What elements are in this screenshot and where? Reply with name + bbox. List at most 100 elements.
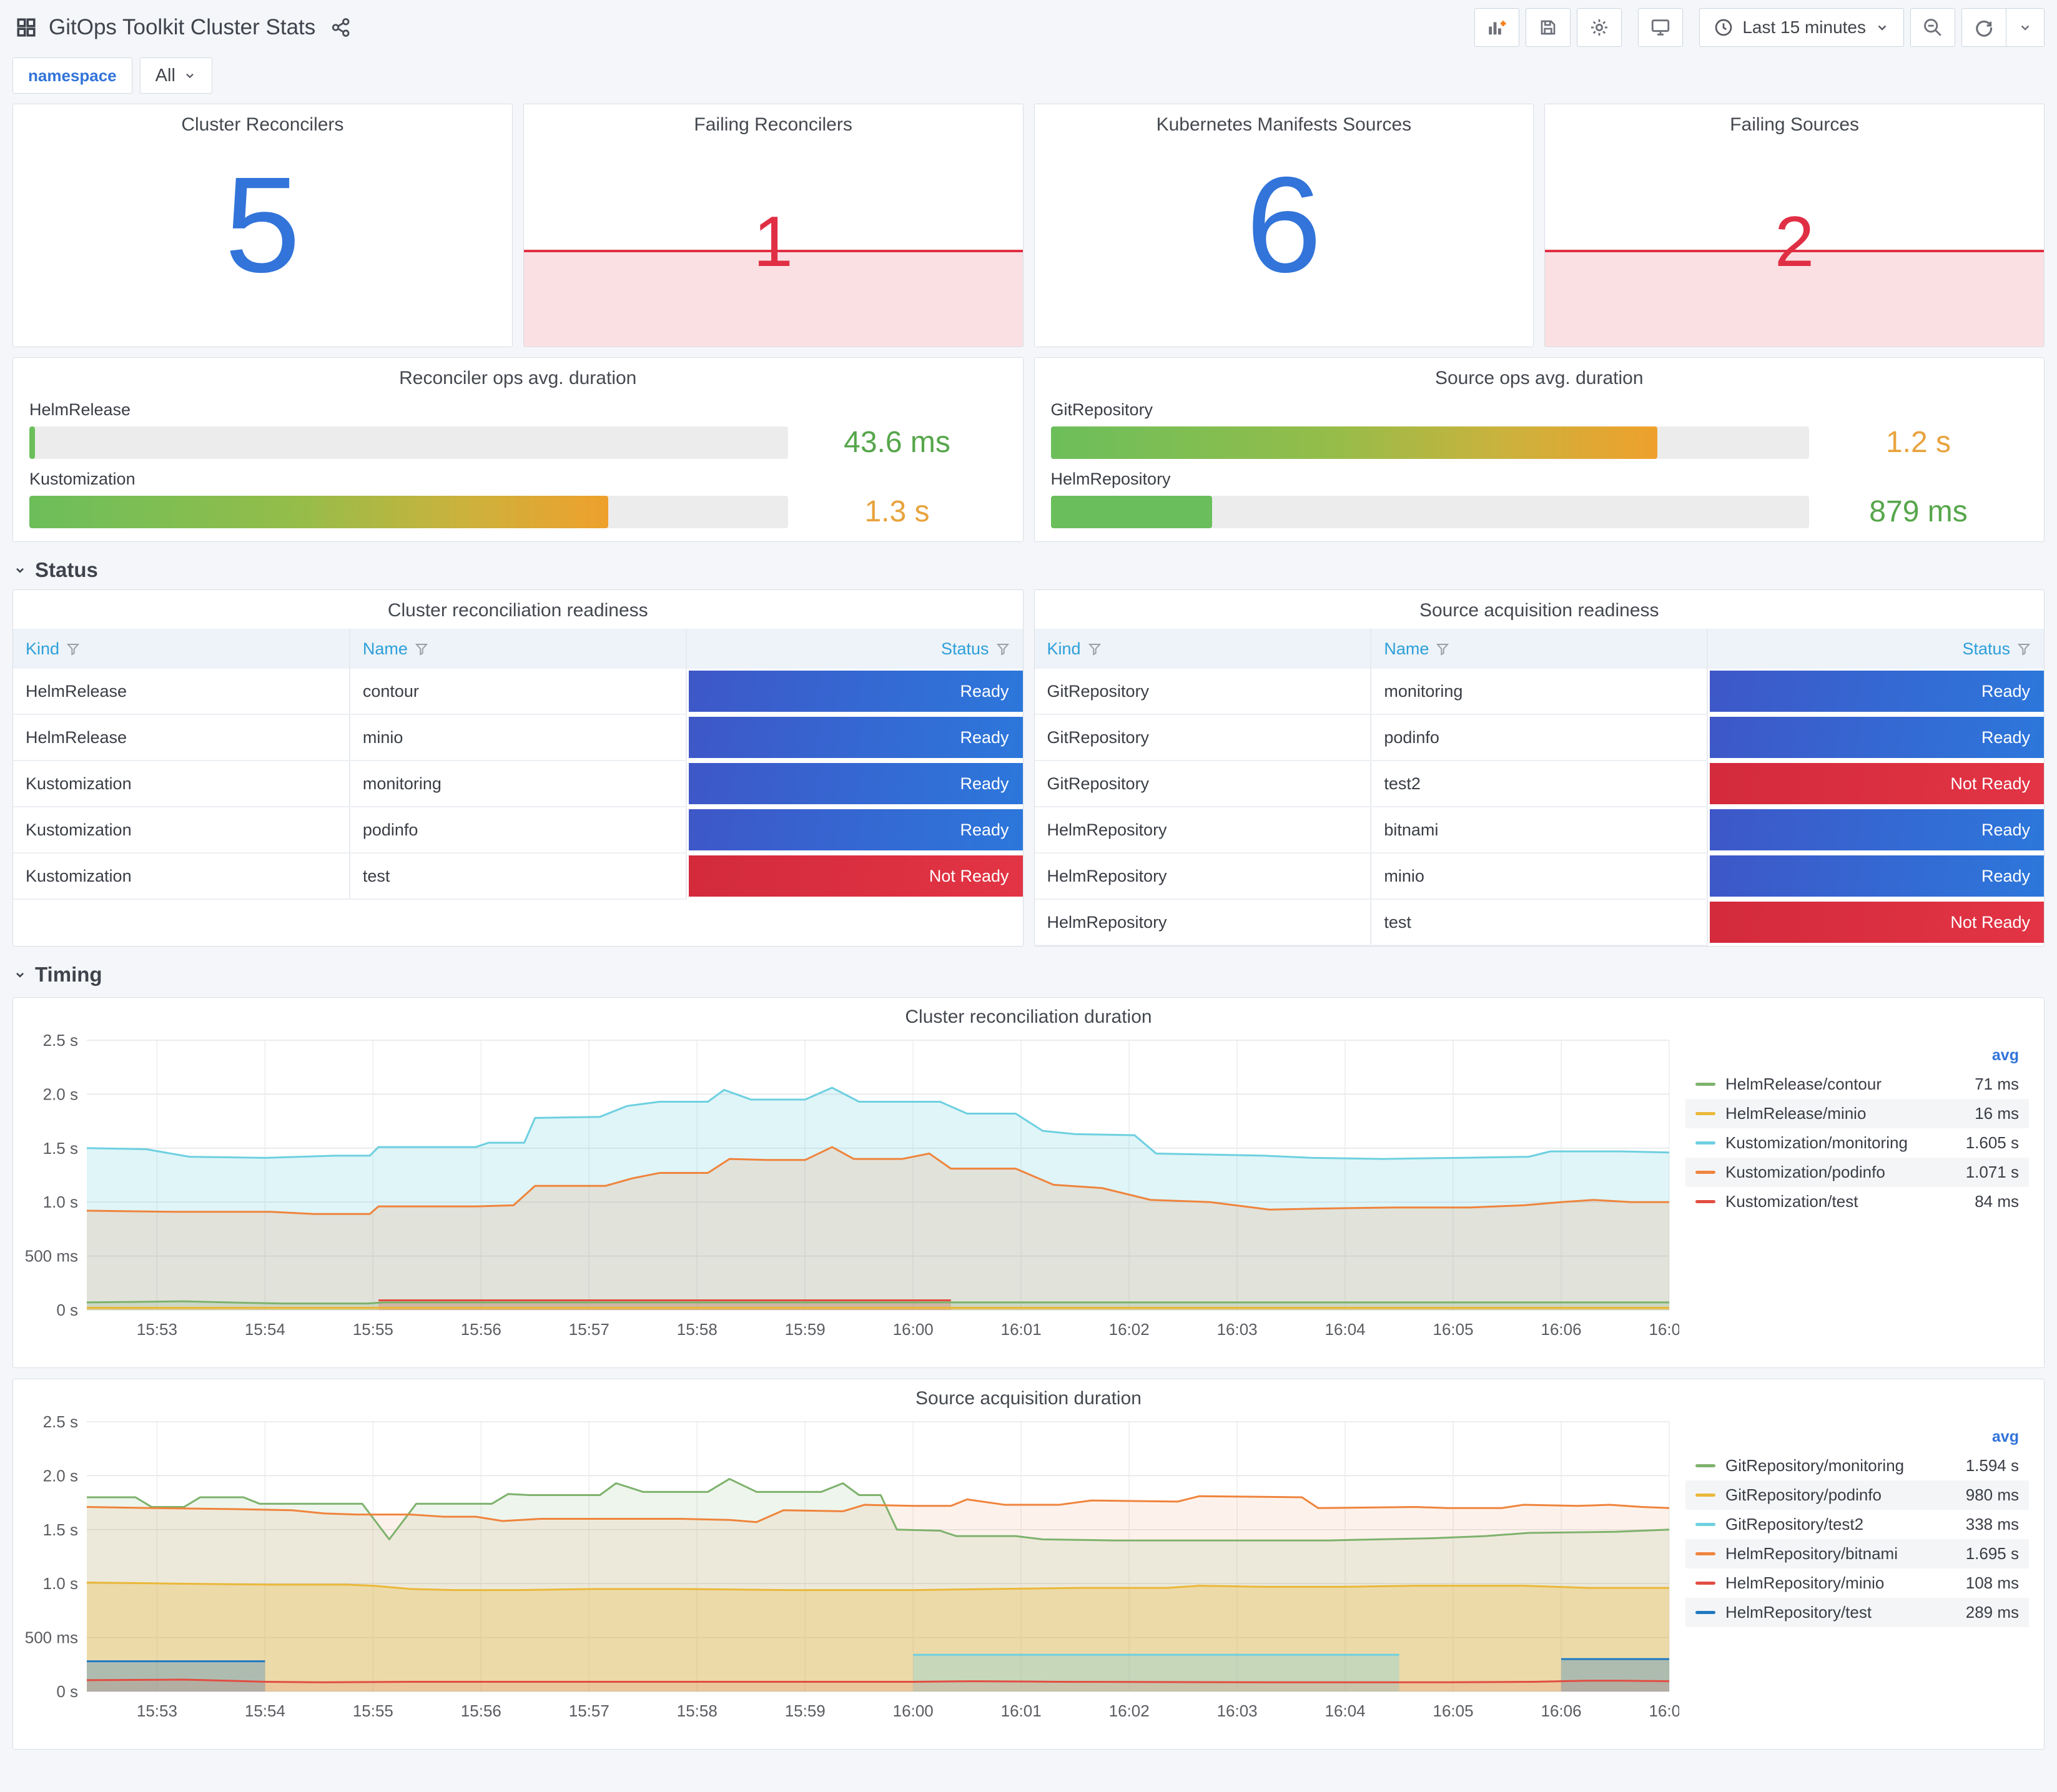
- cell-status: Not Ready: [686, 853, 1023, 900]
- filter-funnel-icon[interactable]: [1087, 642, 1102, 657]
- share-icon[interactable]: [330, 17, 352, 38]
- x-axis-tick: 16:07: [1649, 1701, 1679, 1720]
- time-series-svg[interactable]: 0 s 500 ms 1.0 s 1.5 s 2.0 s 2.5 s 15:53 15:54 1…: [24, 1030, 1690, 1344]
- chart-legend: avg GitRepository/monitoring 1.594 s GitRep…: [1683, 1412, 2033, 1743]
- variable-namespace-value: All: [155, 65, 175, 86]
- series-line: [86, 1581, 1669, 1592]
- legend-item[interactable]: HelmRepository/test 289 ms: [1685, 1598, 2029, 1627]
- series-color-dash: [1695, 1083, 1715, 1086]
- legend-item[interactable]: HelmRelease/minio 16 ms: [1685, 1099, 2029, 1128]
- x-axis-tick: 16:04: [1325, 1701, 1366, 1720]
- series-avg-value: 1.594 s: [1965, 1456, 2019, 1475]
- y-axis-tick: 0 s: [56, 1682, 78, 1701]
- section-header-status[interactable]: Status: [12, 558, 2045, 582]
- legend-item[interactable]: HelmRelease/contour 71 ms: [1685, 1070, 2029, 1099]
- dashboard-header: GitOps Toolkit Cluster Stats Last 15 min…: [12, 4, 2045, 51]
- time-range-picker[interactable]: Last 15 minutes: [1699, 8, 1904, 47]
- gauge-track: [1050, 426, 1809, 459]
- gauge-track: [1050, 495, 1809, 528]
- variable-namespace-dropdown[interactable]: All: [139, 57, 212, 94]
- x-axis-tick: 15:55: [353, 1701, 393, 1720]
- legend-item[interactable]: GitRepository/monitoring 1.594 s: [1685, 1451, 2029, 1480]
- column-label: Kind: [26, 639, 60, 658]
- legend-avg-header[interactable]: avg: [1991, 1046, 2019, 1064]
- stat-threshold-line: [523, 249, 1023, 252]
- column-header-name[interactable]: Name: [1371, 629, 1709, 669]
- apps-grid-icon[interactable]: [15, 16, 37, 39]
- refresh-group: [1961, 8, 2045, 47]
- series-color-dash: [1695, 1112, 1715, 1115]
- series-area: [1561, 1659, 1669, 1691]
- zoom-out-button[interactable]: [1910, 8, 1955, 47]
- cell-kind: HelmRelease: [13, 714, 350, 761]
- y-axis-tick: 2.5 s: [43, 1412, 78, 1431]
- table-row: GitRepository monitoring Ready: [1034, 669, 2044, 715]
- cell-name: bitnami: [1371, 807, 1709, 854]
- gauge-fill: [29, 426, 35, 459]
- chart-plot-area[interactable]: 0 s 500 ms 1.0 s 1.5 s 2.0 s 2.5 s 15:53 15:54 1…: [24, 1030, 1690, 1361]
- series-avg-value: 1.071 s: [1965, 1163, 2019, 1181]
- tv-mode-button[interactable]: [1638, 8, 1684, 47]
- dashboard-toolbar: Last 15 minutes: [1468, 8, 2045, 47]
- x-axis-tick: 16:07: [1649, 1320, 1679, 1339]
- cell-status: Not Ready: [1707, 899, 2044, 946]
- filter-funnel-icon[interactable]: [995, 642, 1010, 657]
- series-avg-value: 71 ms: [1975, 1075, 2019, 1093]
- filter-funnel-icon[interactable]: [1435, 642, 1450, 657]
- chart-title: Source acquisition duration: [915, 1388, 1142, 1409]
- legend-item[interactable]: GitRepository/test2 338 ms: [1685, 1510, 2029, 1539]
- column-header-status[interactable]: Status: [686, 629, 1023, 669]
- add-panel-button[interactable]: [1474, 8, 1520, 47]
- series-line: [87, 1478, 1670, 1542]
- section-header-timing[interactable]: Timing: [12, 963, 2045, 987]
- stat-threshold-fill: [1545, 249, 2044, 347]
- series-color-dash: [1695, 1552, 1715, 1555]
- legend-item[interactable]: Kustomization/monitoring 1.605 s: [1685, 1128, 2029, 1158]
- table-row: HelmRelease minio Ready: [13, 714, 1023, 761]
- cell-status: Ready: [686, 714, 1023, 761]
- time-series-svg[interactable]: 0 s 500 ms 1.0 s 1.5 s 2.0 s 2.5 s 15:53 15:54 1…: [24, 1412, 1690, 1725]
- dashboard-settings-button[interactable]: [1577, 8, 1622, 47]
- stat-title: Cluster Reconcilers: [181, 114, 344, 135]
- panel-cluster-reconciliation-duration: Cluster reconciliation duration 0 s 500 ms…: [12, 997, 2045, 1368]
- gauge-row: 879 ms: [1050, 495, 2028, 529]
- filter-funnel-icon[interactable]: [2016, 642, 2031, 657]
- series-avg-value: 16 ms: [1975, 1104, 2019, 1123]
- column-header-name[interactable]: Name: [349, 629, 687, 669]
- series-name: HelmRepository/bitnami: [1725, 1544, 1898, 1563]
- chart-plot-area[interactable]: 0 s 500 ms 1.0 s 1.5 s 2.0 s 2.5 s 15:53 15:54 1…: [24, 1412, 1690, 1743]
- refresh-interval-dropdown[interactable]: [2006, 9, 2044, 46]
- cell-name: minio: [1371, 853, 1709, 900]
- stat-threshold-fill: [523, 249, 1023, 347]
- x-axis-tick: 16:05: [1433, 1320, 1474, 1339]
- table-row: HelmRepository minio Ready: [1034, 853, 2044, 900]
- column-header-status[interactable]: Status: [1707, 629, 2044, 669]
- save-dashboard-button[interactable]: [1526, 8, 1571, 47]
- series-avg-value: 980 ms: [1965, 1485, 2019, 1504]
- x-axis-tick: 15:56: [461, 1320, 501, 1339]
- filter-funnel-icon[interactable]: [66, 642, 81, 657]
- legend-item[interactable]: Kustomization/podinfo 1.071 s: [1685, 1158, 2029, 1187]
- legend-item[interactable]: HelmRepository/bitnami 1.695 s: [1685, 1539, 2029, 1568]
- refresh-button[interactable]: [1962, 9, 2006, 46]
- series-area: [87, 1479, 1669, 1691]
- y-axis-tick: 1.0 s: [43, 1574, 78, 1593]
- series-color-dash: [1695, 1464, 1715, 1467]
- column-header-kind[interactable]: Kind: [13, 629, 350, 669]
- chart-legend: avg HelmRelease/contour 71 ms HelmRelease/m…: [1683, 1030, 2033, 1361]
- legend-item[interactable]: HelmRepository/minio 108 ms: [1685, 1568, 2029, 1598]
- legend-item[interactable]: Kustomization/test 84 ms: [1685, 1187, 2029, 1216]
- cell-kind: Kustomization: [13, 807, 350, 854]
- column-header-kind[interactable]: Kind: [1034, 629, 1372, 669]
- variable-namespace-label[interactable]: namespace: [12, 57, 132, 94]
- legend-item[interactable]: GitRepository/podinfo 980 ms: [1685, 1480, 2029, 1510]
- legend-avg-header[interactable]: avg: [1991, 1428, 2019, 1445]
- variables-row: namespace All: [12, 57, 2045, 94]
- filter-funnel-icon[interactable]: [414, 642, 429, 657]
- gauge-panel-0: Reconciler ops avg. duration HelmRelease 4…: [12, 357, 1024, 542]
- series-name: Kustomization/podinfo: [1725, 1163, 1885, 1181]
- readiness-table: Kind Name Status HelmRelease contour Ready Hel…: [13, 629, 1023, 900]
- series-name: Kustomization/monitoring: [1725, 1133, 1908, 1152]
- stat-threshold-line: [1545, 249, 2044, 252]
- column-label: Name: [362, 639, 408, 658]
